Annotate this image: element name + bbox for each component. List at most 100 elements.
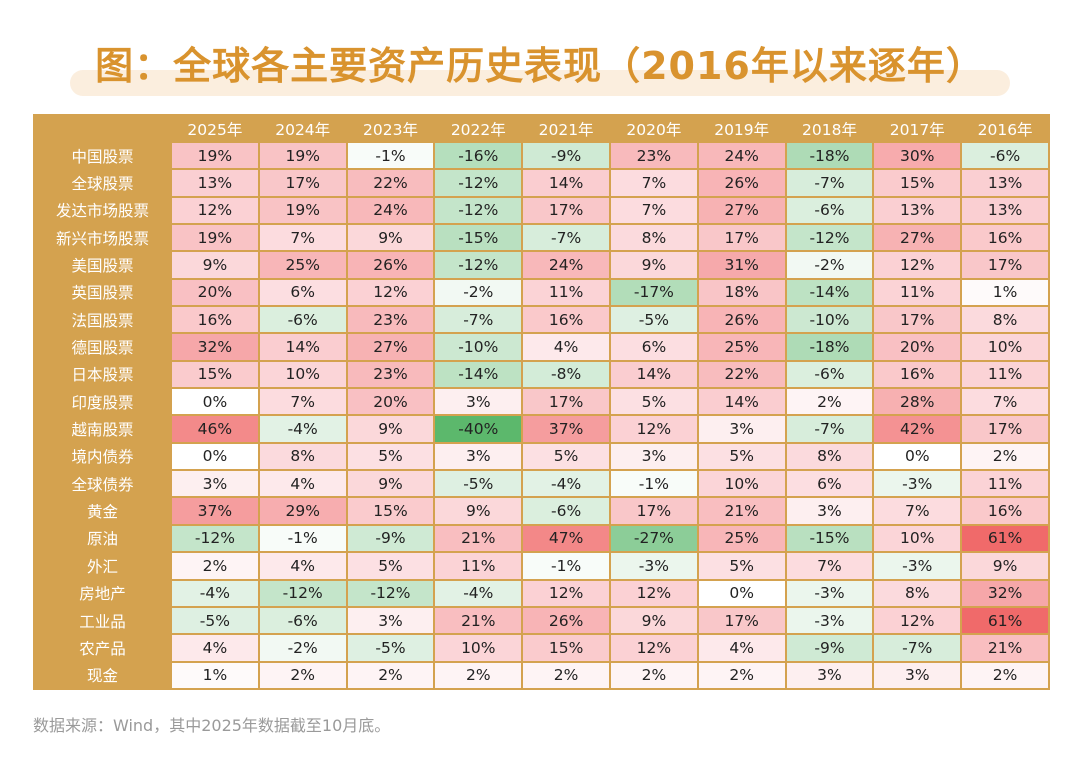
value-cell: 0% [172,443,258,470]
value-cell: 16% [523,307,609,333]
value-cell: 12% [610,580,697,606]
value-cell: 0% [698,580,785,606]
value-cell: 17% [259,170,346,196]
value-cell: 4% [259,553,346,579]
value-cell: -15% [435,225,522,251]
value-cell: 5% [347,443,434,470]
value-cell: 5% [347,553,434,579]
value-cell: 1% [962,279,1048,306]
table-row: 全球股票 13% 17% 22% -12% 14% 7% 26% -7% 15% 13% [35,170,1048,196]
value-cell: 12% [523,580,609,606]
value-cell: -2% [435,279,522,306]
value-cell: 14% [259,334,346,360]
value-cell: -10% [786,307,873,333]
table-row: 黄金 37% 29% 15% 9% -6% 17% 21% 3% 7% 16% [35,498,1048,524]
value-cell: 27% [698,197,785,224]
value-cell: 11% [874,279,961,306]
value-cell: -12% [347,580,434,606]
value-cell: 20% [347,389,434,415]
value-cell: -6% [786,197,873,224]
value-cell: -3% [610,553,697,579]
value-cell: -12% [786,225,873,251]
value-cell: -4% [523,471,609,497]
column-header: 2019年 [698,116,785,141]
value-cell: 17% [874,307,961,333]
value-cell: -6% [259,607,346,634]
table-row: 工业品 -5% -6% 3% 21% 26% 9% 17% -3% 12% 61% [35,607,1048,634]
value-cell: 24% [347,197,434,224]
value-cell: 3% [610,443,697,470]
value-cell: 29% [259,498,346,524]
value-cell: -12% [435,252,522,278]
value-cell: 15% [523,635,609,661]
value-cell: 10% [874,525,961,552]
value-cell: 42% [874,416,961,442]
table-row: 越南股票 46% -4% 9% -40% 37% 12% 3% -7% 42% 17% [35,416,1048,442]
row-label: 房地产 [35,580,170,606]
row-label: 原油 [35,525,170,552]
value-cell: 7% [259,389,346,415]
value-cell: 9% [962,553,1048,579]
value-cell: 21% [698,498,785,524]
value-cell: 20% [172,279,258,306]
value-cell: 9% [347,225,434,251]
value-cell: 31% [698,252,785,278]
value-cell: 26% [698,170,785,196]
value-cell: 2% [347,662,434,688]
value-cell: 23% [347,361,434,388]
value-cell: 3% [874,662,961,688]
value-cell: 17% [698,225,785,251]
value-cell: 3% [435,389,522,415]
value-cell: -7% [874,635,961,661]
value-cell: 19% [259,143,346,169]
column-header: 2024年 [259,116,346,141]
value-cell: 61% [962,525,1048,552]
value-cell: -18% [786,334,873,360]
value-cell: -16% [435,143,522,169]
value-cell: -17% [610,279,697,306]
value-cell: 3% [435,443,522,470]
value-cell: 2% [259,662,346,688]
value-cell: 2% [962,443,1048,470]
value-cell: -40% [435,416,522,442]
column-header: 2018年 [786,116,873,141]
value-cell: -1% [347,143,434,169]
value-cell: 2% [610,662,697,688]
column-header: 2022年 [435,116,522,141]
value-cell: 37% [172,498,258,524]
value-cell: 6% [786,471,873,497]
value-cell: 15% [874,170,961,196]
value-cell: 23% [610,143,697,169]
value-cell: 18% [698,279,785,306]
value-cell: 10% [259,361,346,388]
value-cell: 3% [172,471,258,497]
value-cell: 12% [874,252,961,278]
value-cell: 15% [172,361,258,388]
value-cell: 4% [523,334,609,360]
value-cell: -3% [786,580,873,606]
value-cell: -1% [523,553,609,579]
table-row: 现金 1% 2% 2% 2% 2% 2% 2% 3% 3% 2% [35,662,1048,688]
value-cell: 46% [172,416,258,442]
value-cell: 5% [523,443,609,470]
value-cell: 9% [347,416,434,442]
table-row: 新兴市场股票 19% 7% 9% -15% -7% 8% 17% -12% 27% 16% [35,225,1048,251]
value-cell: 9% [610,607,697,634]
value-cell: -10% [435,334,522,360]
value-cell: 30% [874,143,961,169]
value-cell: 1% [172,662,258,688]
value-cell: 3% [786,662,873,688]
value-cell: 10% [962,334,1048,360]
value-cell: 4% [259,471,346,497]
table-row: 农产品 4% -2% -5% 10% 15% 12% 4% -9% -7% 21% [35,635,1048,661]
value-cell: 27% [874,225,961,251]
value-cell: 10% [435,635,522,661]
value-cell: 3% [347,607,434,634]
value-cell: -5% [172,607,258,634]
row-label: 中国股票 [35,143,170,169]
value-cell: 13% [874,197,961,224]
row-label: 越南股票 [35,416,170,442]
row-label: 德国股票 [35,334,170,360]
value-cell: 11% [435,553,522,579]
value-cell: 61% [962,607,1048,634]
